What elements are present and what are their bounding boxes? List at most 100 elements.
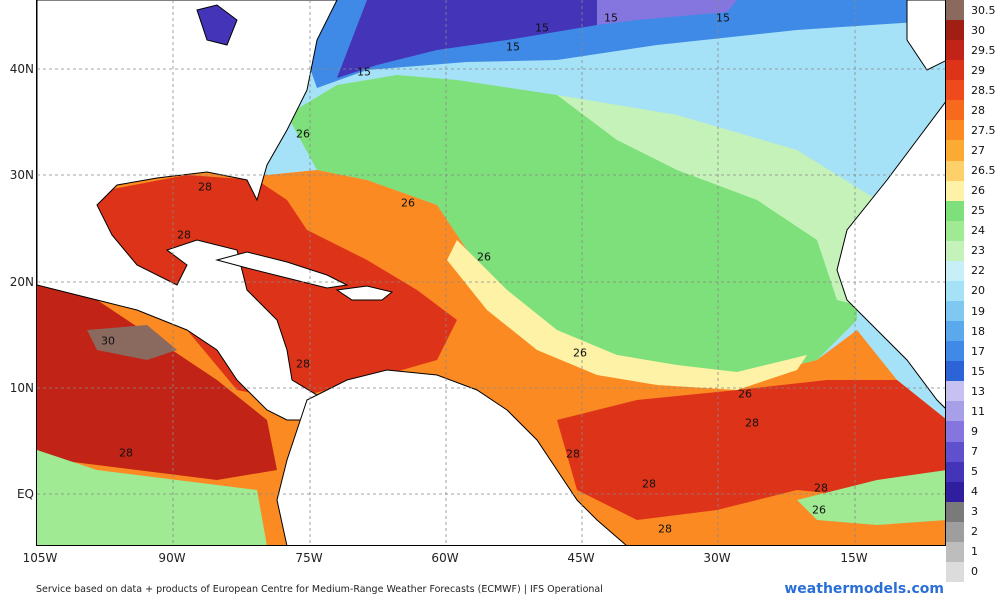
legend-entry: 27	[946, 140, 1000, 161]
legend-entry: 30.5	[946, 0, 1000, 21]
temperature-legend: 30.5 30 29.5 29 28.5 28 27.5 27 26.5 26 25 24 23 22 20…	[946, 0, 1000, 582]
contour-label: 28	[642, 477, 656, 491]
legend-label: 30	[971, 23, 985, 37]
longitude-label: 75W	[295, 551, 323, 565]
contour-label: 26	[573, 346, 587, 360]
land-hispaniola	[335, 285, 394, 301]
sst-zone-red-atlantic-east	[557, 380, 945, 520]
legend-swatch	[946, 200, 964, 221]
legend-entry: 24	[946, 220, 1000, 241]
legend-swatch	[946, 441, 964, 462]
legend-entry: 28.5	[946, 80, 1000, 101]
legend-swatch	[946, 521, 964, 542]
data-credit: Service based on data + products of Euro…	[36, 584, 603, 595]
legend-entry: 18	[946, 321, 1000, 342]
legend-label: 4	[971, 485, 978, 499]
legend-label: 28.5	[971, 83, 996, 97]
legend-label: 19	[971, 304, 985, 318]
legend-swatch	[946, 20, 964, 41]
legend-label: 27	[971, 144, 985, 157]
legend-swatch	[946, 561, 964, 582]
legend-swatch	[946, 120, 964, 141]
sst-zone-cool-purple	[597, 0, 737, 25]
legend-entry: 13	[946, 381, 1000, 402]
legend-label: 29.5	[971, 43, 996, 57]
sst-zone-green	[287, 75, 857, 380]
legend-label: 27.5	[971, 123, 996, 137]
legend-entry: 23	[946, 240, 1000, 261]
sst-zone-light-green	[557, 95, 897, 310]
legend-swatch	[946, 341, 964, 362]
legend-entry: 3	[946, 501, 1000, 522]
legend-label: 5	[971, 465, 978, 479]
legend-label: 17	[971, 344, 985, 358]
legend-swatch	[946, 301, 964, 322]
contour-label: 26	[401, 196, 415, 210]
sst-zone-atlantic-south-green	[797, 470, 945, 525]
legend-swatch	[946, 80, 964, 101]
contour-label: 28	[566, 447, 580, 461]
legend-label: 11	[971, 404, 985, 418]
legend-label: 0	[971, 565, 978, 579]
legend-entry: 27.5	[946, 120, 1000, 141]
legend-label: 30.5	[971, 3, 996, 17]
legend-label: 23	[971, 244, 985, 258]
legend-swatch	[946, 421, 964, 442]
contour-label: 28	[296, 357, 310, 371]
legend-label: 26	[971, 184, 985, 198]
legend-entry: 5	[946, 461, 1000, 482]
legend-entry: 25	[946, 200, 1000, 221]
contour-label: 15	[716, 11, 730, 25]
legend-entry: 15	[946, 361, 1000, 382]
legend-swatch	[946, 280, 964, 302]
legend-swatch	[946, 541, 964, 562]
contour-label: 26	[477, 250, 491, 264]
longitude-label: 15W	[840, 551, 868, 565]
sst-zone-hot-spot	[87, 325, 177, 360]
latitude-label: 30N	[9, 168, 34, 182]
legend-label: 22	[971, 264, 985, 278]
legend-swatch	[946, 260, 964, 281]
legend-entry: 4	[946, 481, 1000, 502]
sst-map[interactable]: 15 15 15 15 15 26 28 28 26 26 30 28 26 2…	[36, 0, 946, 546]
legend-entry: 7	[946, 441, 1000, 462]
legend-label: 24	[971, 224, 985, 238]
legend-label: 25	[971, 204, 985, 218]
legend-entry: 20	[946, 280, 1000, 302]
legend-label: 9	[971, 424, 978, 438]
sst-zone-very-cold-north	[337, 0, 597, 78]
contour-label: 26	[738, 387, 752, 401]
legend-entry: 29	[946, 60, 1000, 81]
legend-swatch	[946, 381, 964, 402]
legend-entry: 30	[946, 20, 1000, 41]
contour-label: 26	[296, 127, 310, 141]
land-africa	[836, 101, 945, 409]
longitude-label: 30W	[703, 551, 731, 565]
contour-label: 28	[119, 446, 133, 460]
latitude-label: EQ	[16, 487, 34, 501]
sst-zone-pale-yellow	[447, 240, 807, 390]
legend-swatch	[946, 321, 964, 342]
legend-entry: 26.5	[946, 160, 1000, 181]
legend-label: 26.5	[971, 164, 996, 178]
contour-label: 30	[101, 334, 115, 348]
legend-label: 28	[971, 103, 985, 117]
brand-link[interactable]: weathermodels.com	[784, 581, 944, 597]
legend-label: 29	[971, 63, 985, 77]
legend-entry: 29.5	[946, 40, 1000, 61]
sst-zone-pacific-green	[37, 450, 267, 545]
legend-swatch	[946, 240, 964, 261]
land-south-america	[276, 369, 627, 545]
legend-swatch	[946, 361, 964, 382]
legend-label: 3	[971, 505, 978, 519]
land-north-america	[37, 0, 338, 421]
legend-swatch	[946, 40, 964, 61]
land-great-lakes	[196, 4, 238, 46]
longitude-label: 90W	[158, 551, 186, 565]
legend-label: 2	[971, 525, 978, 539]
contour-label: 28	[658, 522, 672, 536]
legend-swatch	[946, 60, 964, 81]
legend-swatch	[946, 220, 964, 241]
land-greenland-east	[906, 0, 945, 71]
contour-label: 26	[812, 503, 826, 517]
